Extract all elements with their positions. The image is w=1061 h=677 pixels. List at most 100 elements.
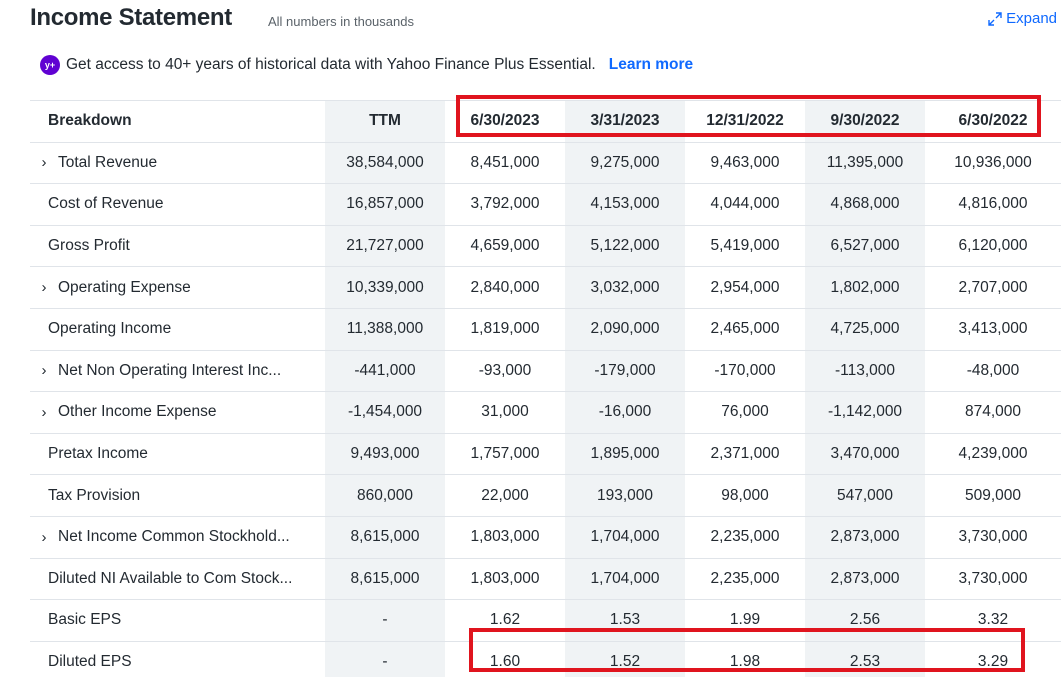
period-value-cell: 2,954,000 — [710, 278, 780, 296]
period-value-cell: 98,000 — [721, 486, 769, 504]
period-value-cell: 1.60 — [489, 653, 521, 671]
column-header-period: 3/31/2023 — [565, 101, 685, 142]
chevron-right-icon[interactable]: › — [41, 154, 47, 172]
ttm-value-cell: 8,615,000 — [325, 558, 445, 600]
period-value-cell: 1,757,000 — [470, 445, 540, 463]
ttm-value-cell: - — [325, 641, 445, 677]
table-row: Gross Profit 21,727,000 4,659,000 5,122,000… — [30, 225, 1061, 268]
table-row: Basic EPS - 1.62 1.53 1.99 2.56 3.32 — [30, 600, 1061, 642]
row-label: Cost of Revenue — [30, 184, 325, 225]
period-value-cell: 10,936,000 — [954, 153, 1032, 171]
row-label: Gross Profit — [30, 226, 325, 267]
column-header-period: 9/30/2022 — [805, 101, 925, 142]
ttm-value-cell: 860,000 — [325, 475, 445, 516]
expand-label: Expand — [1006, 10, 1057, 27]
row-label-text: Net Income Common Stockhold... — [58, 528, 290, 546]
period-value-cell: 2,465,000 — [710, 320, 780, 338]
period-value-cell: 3,032,000 — [565, 267, 685, 308]
period-value-cell: 2,371,000 — [710, 445, 780, 463]
period-value-cell: 2,090,000 — [565, 308, 685, 350]
period-value-cell: 9,275,000 — [565, 142, 685, 184]
learn-more-link[interactable]: Learn more — [608, 56, 694, 73]
income-statement-table: Breakdown TTM 6/30/2023 3/31/2023 12/31/… — [30, 100, 1061, 677]
chevron-right-icon[interactable]: › — [41, 279, 47, 297]
table-row: Tax Provision 860,000 22,000 193,000 98,000 5… — [30, 475, 1061, 517]
period-value-cell: 11,395,000 — [805, 142, 925, 184]
period-value-cell: 31,000 — [481, 403, 529, 421]
row-label-text: Tax Provision — [48, 486, 141, 504]
period-value-cell: 1,819,000 — [470, 320, 540, 338]
table-row: › Net Non Operating Interest Inc... -441,0… — [30, 350, 1061, 393]
period-value-cell: -113,000 — [805, 350, 925, 392]
period-value-cell: 1,802,000 — [805, 267, 925, 308]
ttm-value-cell: - — [325, 600, 445, 641]
row-label: › Operating Expense — [30, 267, 325, 308]
page-title: Income Statement — [30, 4, 232, 31]
column-header-ttm: TTM — [325, 101, 445, 142]
period-value-cell: 509,000 — [964, 486, 1022, 504]
period-value-cell: 3.32 — [977, 611, 1009, 629]
ttm-value-cell: -1,454,000 — [325, 392, 445, 433]
period-value-cell: 2,873,000 — [805, 558, 925, 600]
row-label: › Other Income Expense — [30, 392, 325, 433]
period-value-cell: 547,000 — [805, 475, 925, 516]
period-value-cell: 1,803,000 — [470, 528, 540, 546]
period-value-cell: 6,120,000 — [958, 237, 1028, 255]
period-value-cell: 1.53 — [565, 600, 685, 641]
period-value-cell: 5,419,000 — [710, 237, 780, 255]
period-value-cell: 8,451,000 — [470, 153, 540, 171]
period-value-cell: 5,122,000 — [565, 225, 685, 267]
row-label: Basic EPS — [30, 600, 325, 641]
row-label: Diluted EPS — [30, 642, 325, 677]
period-value-cell: 4,044,000 — [710, 195, 780, 213]
promo-banner: y+ Get access to 40+ years of historical… — [40, 54, 693, 76]
table-row: › Operating Expense 10,339,000 2,840,000 3,0… — [30, 267, 1061, 309]
row-label-text: Diluted EPS — [48, 653, 132, 671]
chevron-right-icon[interactable]: › — [41, 362, 47, 380]
row-label-text: Operating Income — [48, 320, 172, 338]
period-value-cell: 76,000 — [721, 403, 769, 421]
column-header-period: 6/30/2023 — [470, 112, 540, 130]
table-row: Diluted NI Available to Com Stock... 8,61… — [30, 558, 1061, 601]
table-header-row: Breakdown TTM 6/30/2023 3/31/2023 12/31/… — [30, 101, 1061, 143]
period-value-cell: 3,792,000 — [470, 195, 540, 213]
period-value-cell: 2.56 — [805, 600, 925, 641]
chevron-right-icon[interactable]: › — [41, 403, 47, 421]
period-value-cell: 1,895,000 — [565, 433, 685, 475]
ttm-value-cell: 10,339,000 — [325, 267, 445, 308]
ttm-value-cell: 11,388,000 — [325, 308, 445, 350]
row-label-text: Net Non Operating Interest Inc... — [58, 361, 282, 379]
column-header-period: 6/30/2022 — [958, 112, 1028, 130]
row-label: Tax Provision — [30, 475, 325, 516]
period-value-cell: -179,000 — [565, 350, 685, 392]
table-body: › Total Revenue 38,584,000 8,451,000 9,275,0… — [30, 142, 1061, 677]
period-value-cell: -1,142,000 — [805, 392, 925, 433]
period-value-cell: 6,527,000 — [805, 225, 925, 267]
ttm-value-cell: 38,584,000 — [325, 142, 445, 184]
period-value-cell: 193,000 — [565, 475, 685, 516]
period-value-cell: -170,000 — [714, 361, 776, 379]
expand-button[interactable]: Expand — [988, 10, 1057, 27]
period-value-cell: 1.52 — [565, 641, 685, 677]
chevron-right-icon[interactable]: › — [41, 528, 47, 546]
period-value-cell: 4,239,000 — [958, 445, 1028, 463]
period-value-cell: 4,725,000 — [805, 308, 925, 350]
period-value-cell: 22,000 — [481, 486, 529, 504]
row-label: Operating Income — [30, 309, 325, 350]
table-row: Operating Income 11,388,000 1,819,000 2,090… — [30, 308, 1061, 351]
page-subtitle: All numbers in thousands — [268, 14, 414, 29]
period-value-cell: 1.98 — [729, 653, 761, 671]
period-value-cell: 4,816,000 — [958, 195, 1028, 213]
period-value-cell: 2.53 — [805, 641, 925, 677]
row-label-text: Gross Profit — [48, 237, 130, 255]
row-label: Pretax Income — [30, 434, 325, 475]
row-label: Diluted NI Available to Com Stock... — [30, 559, 325, 600]
row-label: › Net Non Operating Interest Inc... — [30, 351, 325, 392]
row-label-text: Other Income Expense — [58, 403, 217, 421]
period-value-cell: 2,707,000 — [958, 278, 1028, 296]
period-value-cell: 2,840,000 — [470, 278, 540, 296]
period-value-cell: 4,868,000 — [805, 184, 925, 225]
table-row: Pretax Income 9,493,000 1,757,000 1,895,000… — [30, 433, 1061, 476]
period-value-cell: 3,470,000 — [805, 433, 925, 475]
row-label-text: Total Revenue — [58, 153, 158, 171]
